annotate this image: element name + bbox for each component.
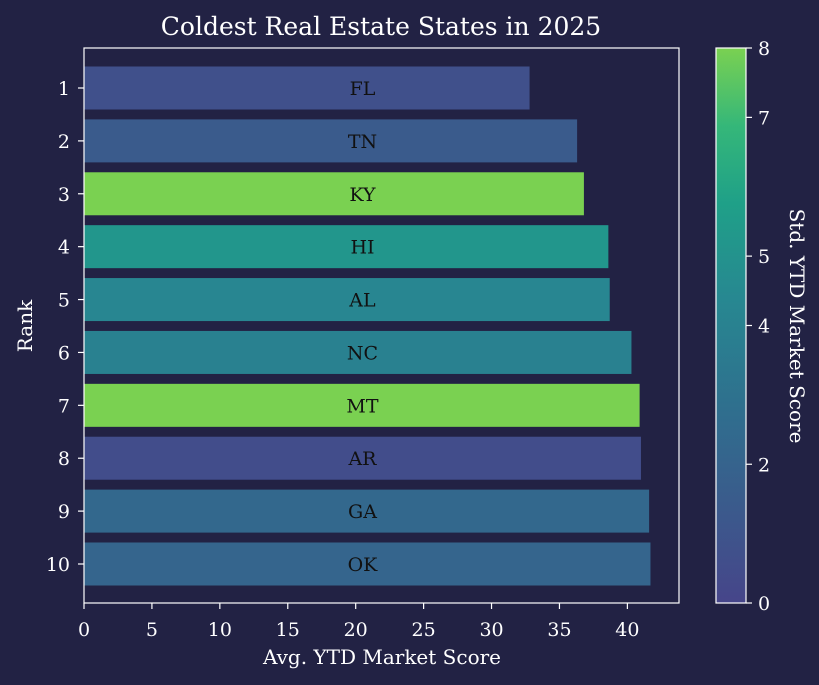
x-axis-ticks: 0 5 10 15 20 25 30 35 40 xyxy=(78,603,639,641)
bar-label: NC xyxy=(347,342,378,364)
bar-label: GA xyxy=(348,501,377,523)
y-tick-label: 2 xyxy=(58,131,70,153)
y-tick-label: 9 xyxy=(58,501,70,523)
colorbar xyxy=(716,48,746,603)
y-tick-label: 3 xyxy=(58,184,70,206)
bars-group: FL TN KY HI AL NC MT AR GA OK xyxy=(84,66,651,586)
plot-frame xyxy=(83,47,680,604)
bar-label: FL xyxy=(350,78,376,100)
y-tick-label: 5 xyxy=(58,290,70,312)
x-tick-label: 30 xyxy=(479,619,503,641)
bar-ky xyxy=(84,172,584,216)
x-tick-label: 15 xyxy=(276,619,300,641)
y-tick-label: 4 xyxy=(58,237,70,259)
bar-al xyxy=(84,278,610,322)
bar-nc xyxy=(84,330,632,374)
colorbar-tick-label: 8 xyxy=(758,38,770,60)
x-tick-label: 25 xyxy=(412,619,436,641)
x-tick-label: 0 xyxy=(78,619,90,641)
y-axis-ticks: 1 2 3 4 5 6 7 8 9 10 xyxy=(46,78,84,576)
bar-fl xyxy=(84,66,530,110)
bar-hi xyxy=(84,225,609,269)
x-tick-label: 20 xyxy=(344,619,368,641)
colorbar-tick-label: 0 xyxy=(758,593,770,615)
bar-label: HI xyxy=(350,237,374,259)
colorbar-tick-label: 7 xyxy=(758,107,770,129)
y-tick-label: 10 xyxy=(46,554,70,576)
y-tick-label: 7 xyxy=(58,395,70,417)
bar-ar xyxy=(84,436,641,480)
bar-ga xyxy=(84,489,650,533)
bar-mt xyxy=(84,383,640,427)
bar-label: OK xyxy=(348,554,379,576)
colorbar-ticks: 0 2 4 5 7 8 xyxy=(746,38,770,615)
colorbar-tick-label: 4 xyxy=(758,316,770,338)
x-tick-label: 35 xyxy=(547,619,571,641)
bar-label: AL xyxy=(348,290,376,312)
bar-tn xyxy=(84,119,578,163)
y-axis-label: Rank xyxy=(13,299,37,352)
colorbar-label: Std. YTD Market Score xyxy=(785,209,809,444)
y-tick-label: 1 xyxy=(58,78,70,100)
y-tick-label: 6 xyxy=(58,342,70,364)
bar-label: TN xyxy=(348,131,377,153)
bar-ok xyxy=(84,542,651,586)
bar-label: KY xyxy=(349,184,376,206)
x-tick-label: 40 xyxy=(615,619,639,641)
y-tick-label: 8 xyxy=(58,448,70,470)
bar-label: MT xyxy=(346,395,378,417)
chart-title: Coldest Real Estate States in 2025 xyxy=(161,12,601,41)
x-axis-label: Avg. YTD Market Score xyxy=(262,645,501,669)
x-tick-label: 5 xyxy=(146,619,158,641)
bar-label: AR xyxy=(347,448,377,470)
colorbar-tick-label: 5 xyxy=(758,246,770,268)
colorbar-tick-label: 2 xyxy=(758,454,770,476)
x-tick-label: 10 xyxy=(208,619,232,641)
